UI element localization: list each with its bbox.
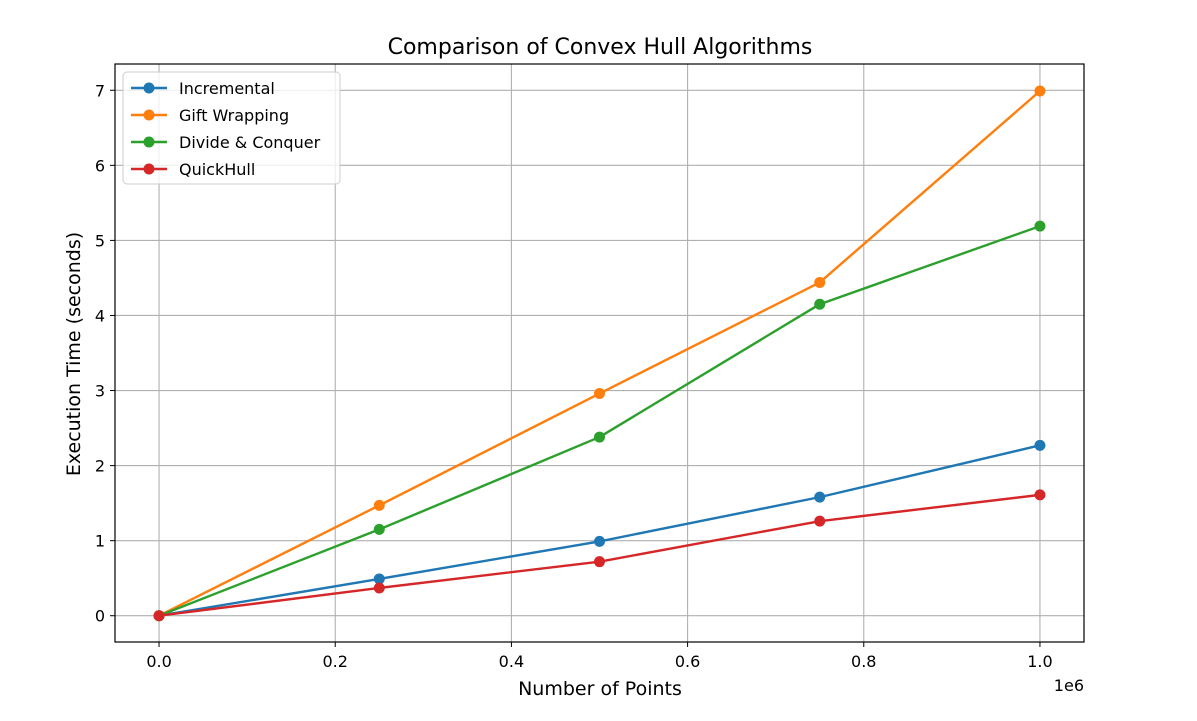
legend-item: Divide & Conquer bbox=[131, 133, 321, 152]
x-tick-label: 0.8 bbox=[851, 652, 876, 671]
plot-frame bbox=[114, 63, 1085, 643]
data-point-incremental bbox=[1034, 439, 1046, 451]
series-quickhull bbox=[153, 489, 1046, 622]
data-point-divide-conquer bbox=[594, 431, 605, 443]
data-point-divide-conquer bbox=[373, 523, 385, 535]
data-point-incremental bbox=[373, 573, 385, 585]
legend-item: QuickHull bbox=[131, 160, 255, 179]
data-point-incremental bbox=[594, 535, 605, 547]
y-tick-label: 7 bbox=[95, 81, 105, 100]
data-point-quickhull bbox=[1034, 489, 1046, 501]
axis-ticks: 0.0 0.2 0.4 0.6 0.8 1.0 0 1 2 3 4 5 6 7 bbox=[95, 81, 1053, 671]
y-tick-label: 6 bbox=[95, 156, 105, 175]
data-point-quickhull bbox=[814, 515, 826, 527]
legend-label: Divide & Conquer bbox=[179, 133, 321, 152]
chart-title: Comparison of Convex Hull Algorithms bbox=[388, 35, 813, 60]
y-tick-label: 4 bbox=[95, 306, 105, 325]
y-tick-label: 0 bbox=[95, 607, 105, 626]
data-point-incremental bbox=[814, 491, 826, 503]
data-point-gift-wrapping bbox=[373, 499, 385, 511]
x-tick-label: 0.2 bbox=[323, 652, 348, 671]
legend-label: QuickHull bbox=[179, 160, 255, 179]
legend-label: Incremental bbox=[179, 79, 275, 98]
x-axis-offset-label: 1e6 bbox=[1054, 676, 1084, 695]
data-point-gift-wrapping bbox=[814, 276, 826, 288]
x-tick-label: 1.0 bbox=[1027, 652, 1052, 671]
legend-marker bbox=[143, 136, 155, 148]
legend-label: Gift Wrapping bbox=[179, 106, 289, 125]
series-layer bbox=[153, 85, 1046, 622]
data-point-quickhull bbox=[153, 610, 165, 622]
data-point-divide-conquer bbox=[1034, 220, 1046, 232]
x-tick-label: 0.4 bbox=[499, 652, 524, 671]
data-point-divide-conquer bbox=[814, 298, 826, 310]
y-tick-label: 5 bbox=[95, 231, 105, 250]
legend-marker bbox=[143, 163, 155, 175]
legend-item: Incremental bbox=[131, 79, 275, 98]
x-axis-label: Number of Points bbox=[518, 678, 682, 700]
x-tick-label: 0.6 bbox=[675, 652, 700, 671]
y-tick-label: 3 bbox=[95, 382, 105, 401]
legend-item: Gift Wrapping bbox=[131, 106, 289, 125]
x-tick-label: 0.0 bbox=[146, 652, 171, 671]
data-point-gift-wrapping bbox=[594, 388, 605, 400]
data-point-gift-wrapping bbox=[1034, 85, 1046, 97]
data-point-quickhull bbox=[594, 556, 605, 568]
legend-marker bbox=[143, 109, 155, 121]
y-tick-label: 1 bbox=[95, 532, 105, 551]
data-point-quickhull bbox=[373, 582, 385, 594]
legend-marker bbox=[143, 82, 155, 94]
y-axis-label: Execution Time (seconds) bbox=[63, 232, 85, 476]
y-tick-label: 2 bbox=[95, 457, 105, 476]
legend-box bbox=[122, 71, 341, 185]
legend: Incremental Gift Wrapping Divide & Conquer… bbox=[122, 71, 341, 185]
